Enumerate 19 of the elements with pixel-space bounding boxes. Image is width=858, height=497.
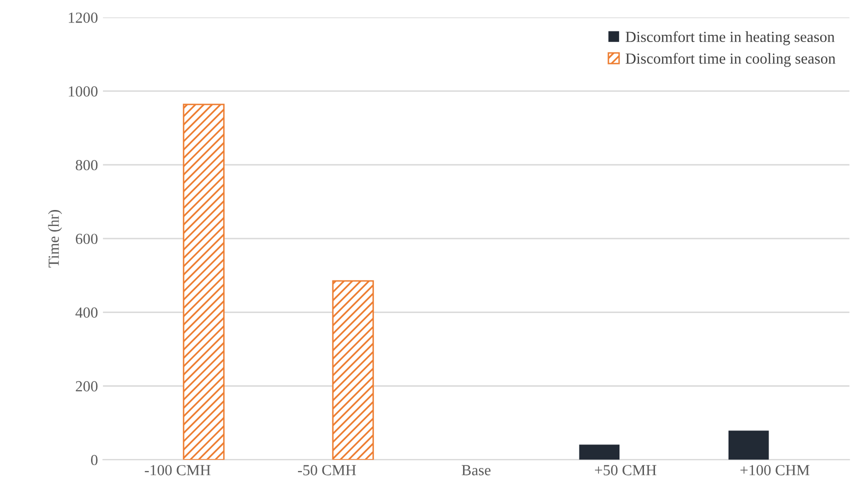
x-tick-label: -50 CMH <box>298 465 356 476</box>
y-tick-label: 1200 <box>68 12 98 23</box>
x-tick-label: -100 CMH <box>144 465 210 476</box>
y-tick-label: 0 <box>91 454 98 466</box>
bar <box>728 430 769 460</box>
bar <box>332 280 374 460</box>
x-tick-label: Base <box>462 465 491 476</box>
y-tick-label: 400 <box>75 307 98 318</box>
bar <box>579 444 620 460</box>
y-axis-title: Time (hr) <box>48 210 62 268</box>
y-tick-label: 600 <box>76 234 98 244</box>
y-tick-label: 200 <box>76 381 98 392</box>
bar <box>182 104 225 460</box>
x-tick-label: +50 CMH <box>594 465 656 476</box>
y-tick-label: 800 <box>76 160 98 170</box>
x-tick-label: +100 CHM <box>740 465 810 476</box>
legend-label: Discomfort time in heating season <box>626 31 835 46</box>
legend-label: Discomfort time in cooling season <box>626 52 836 67</box>
y-tick-label: 1000 <box>68 86 98 97</box>
